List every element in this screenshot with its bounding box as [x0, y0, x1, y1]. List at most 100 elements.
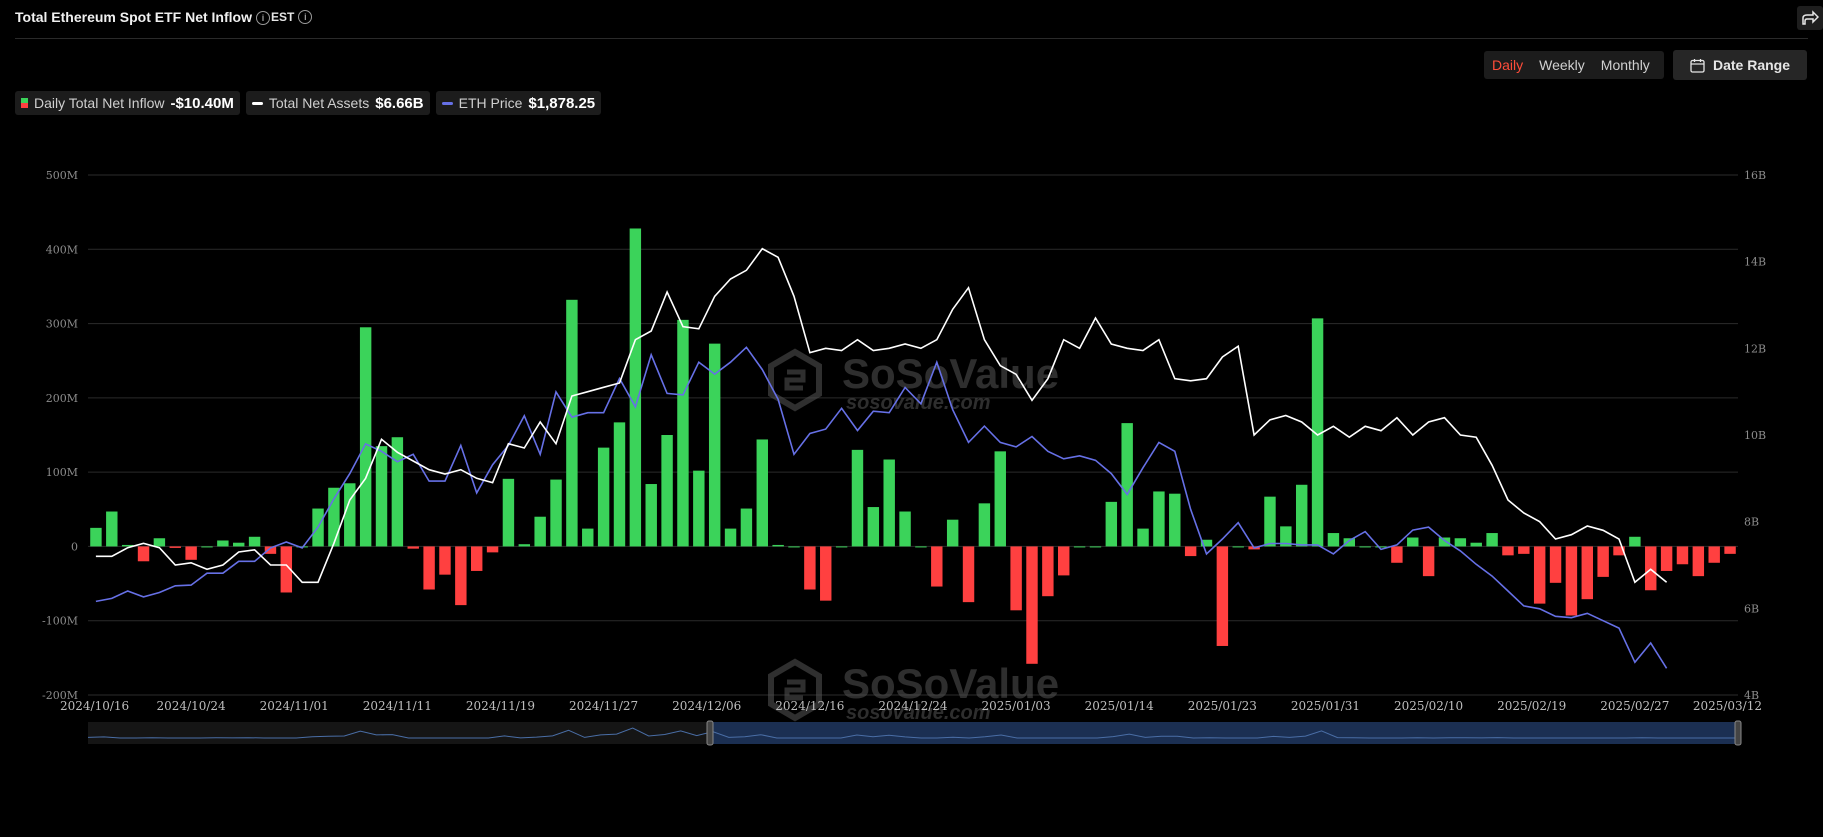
inflow-bar: [962, 546, 975, 603]
logo-mark: [784, 679, 806, 701]
inflow-bar: [629, 228, 642, 547]
watermark-brand: SoSoValue: [842, 660, 1059, 707]
inflow-bar: [1280, 526, 1292, 547]
inflow-bars: [90, 228, 1736, 664]
inflow-bar: [1058, 546, 1070, 576]
right-tick-label: 14B: [1744, 256, 1766, 269]
logo-mark: [784, 369, 806, 391]
grid-lines: [88, 174, 1738, 696]
inflow-bar: [550, 479, 562, 547]
inflow-bar: [1692, 546, 1705, 577]
x-tick-label: 2024/12/24: [878, 699, 948, 713]
x-tick-label: 2025/02/10: [1394, 699, 1463, 713]
left-tick-label: 300M: [46, 318, 78, 331]
right-tick-label: 8B: [1744, 516, 1759, 529]
inflow-bar: [693, 470, 705, 547]
navigator-selection: [710, 722, 1738, 744]
inflow-bar: [1327, 533, 1340, 547]
watermark-site: sosovalue.com: [846, 702, 991, 724]
inflow-bar: [502, 478, 515, 547]
inflow-bar: [439, 546, 451, 575]
inflow-bar: [1708, 546, 1720, 563]
x-axis: 2024/10/16 2024/10/24 2024/11/01 2024/11/11…: [60, 699, 1762, 713]
right-tick-label: 16B: [1744, 169, 1766, 182]
inflow-bar: [1169, 493, 1181, 547]
inflow-bar: [883, 459, 895, 547]
inflow-bar: [1660, 546, 1673, 571]
period-daily-button[interactable]: Daily: [1492, 57, 1524, 73]
inflow-bar: [1026, 546, 1038, 664]
watermarks: SoSoValuesosovalue.comSoSoValuesosovalue…: [768, 348, 1059, 724]
x-tick-label: 2025/03/12: [1693, 699, 1762, 713]
legend-inflow-label: Daily Total Net Inflow: [34, 95, 165, 111]
x-tick-label: 2024/12/16: [775, 699, 844, 713]
navigator-right-handle[interactable]: [1734, 720, 1742, 746]
date-range-button[interactable]: Date Range: [1673, 50, 1807, 80]
inflow-bar: [264, 546, 277, 554]
navigator-left-handle[interactable]: [706, 720, 714, 746]
share-icon: [1802, 10, 1819, 25]
info-icon[interactable]: i: [255, 11, 270, 25]
period-toggle: Daily Weekly Monthly: [1484, 51, 1664, 79]
logo-hexagon: [768, 658, 822, 722]
inflow-bar: [423, 546, 435, 590]
inflow-bar: [1502, 546, 1514, 556]
inflow-bar: [201, 546, 213, 548]
inflow-bar: [1073, 546, 1086, 548]
inflow-bar: [899, 511, 911, 547]
inflow-bar: [153, 538, 166, 547]
net-assets-line: [95, 247, 1668, 584]
inflow-bar: [613, 422, 626, 547]
watermark-site: sosovalue.com: [846, 392, 991, 414]
inflow-bar: [248, 536, 261, 547]
x-tick-label: 2024/11/19: [466, 699, 535, 713]
period-monthly-button[interactable]: Monthly: [1600, 57, 1650, 73]
legend-inflow[interactable]: Daily Total Net Inflow -$10.40M: [15, 91, 240, 115]
right-tick-label: 6B: [1744, 602, 1759, 615]
share-button[interactable]: [1797, 6, 1823, 30]
inflow-bar: [1454, 538, 1467, 547]
inflow-bar: [978, 503, 991, 547]
navigator-sparkline: [87, 727, 1738, 739]
inflow-bar: [1391, 546, 1403, 563]
inflow-bar: [486, 546, 499, 553]
timezone-info-icon[interactable]: i: [298, 10, 313, 24]
inflow-bar: [915, 546, 927, 548]
x-tick-label: 2024/11/11: [363, 699, 432, 713]
left-tick-label: -200M: [42, 689, 78, 702]
right-tick-label: 10B: [1744, 429, 1766, 442]
inflow-bar: [756, 439, 768, 547]
inflow-bar: [1343, 538, 1356, 547]
legend-price-value: $1,878.25: [528, 94, 596, 112]
x-tick-label: 2025/01/23: [1188, 699, 1257, 713]
left-tick-label: 0: [71, 540, 78, 553]
inflow-bar: [1565, 546, 1578, 616]
inflow-bar: [708, 343, 721, 547]
sosovalue-logo-icon: [768, 348, 822, 412]
period-weekly-button[interactable]: Weekly: [1539, 57, 1585, 73]
legend-price[interactable]: ETH Price $1,878.25: [435, 91, 602, 115]
inflow-bar: [1518, 546, 1530, 554]
price-swatch: [441, 101, 453, 105]
inflow-bar: [804, 546, 816, 590]
inflow-bar: [851, 449, 864, 547]
inflow-bar: [344, 483, 356, 547]
inflow-bar: [1359, 546, 1371, 548]
sosovalue-logo-icon: [768, 658, 822, 722]
inflow-bar: [1216, 546, 1229, 646]
legend-assets[interactable]: Total Net Assets $6.66B: [245, 91, 430, 115]
inflow-bar: [1629, 536, 1641, 547]
inflow-bar: [375, 446, 388, 547]
range-navigator: [87, 720, 1742, 746]
x-tick-label: 2025/02/27: [1600, 699, 1669, 713]
x-tick-label: 2024/10/24: [157, 699, 227, 713]
legend-assets-value: $6.66B: [375, 94, 424, 112]
right-tick-label: 4B: [1744, 689, 1759, 702]
inflow-bar: [518, 544, 531, 547]
inflow-bar: [328, 487, 340, 547]
inflow-bar: [772, 544, 784, 547]
page-title: Total Ethereum Spot ETF Net Inflow i: [15, 9, 270, 25]
timezone-selector[interactable]: EST i: [271, 10, 313, 24]
inflow-bar: [1676, 546, 1689, 565]
inflow-bar: [455, 546, 467, 606]
